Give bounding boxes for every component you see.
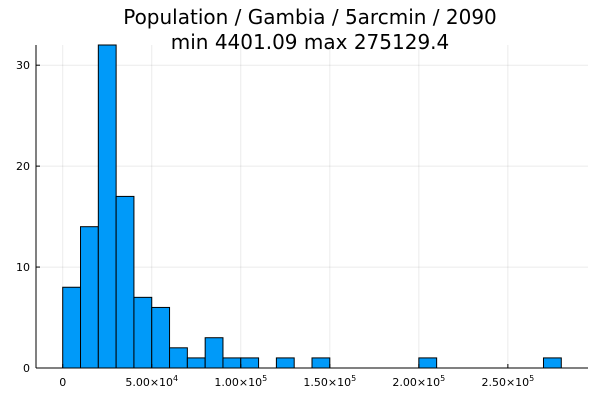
x-tick-exponent: 4 (173, 374, 178, 383)
x-tick-exponent: 5 (529, 374, 534, 383)
y-axis-ticks: 0 10 20 30 (16, 59, 40, 375)
x-tick-label: 5.00×104 (125, 374, 178, 389)
x-tick-exponent: 5 (351, 374, 356, 383)
histogram-bar (133, 296, 153, 369)
x-tick-label: 1.00×105 (214, 374, 267, 389)
histogram-bar (311, 357, 331, 369)
histogram-bar (97, 44, 117, 369)
y-tick-label: 10 (16, 261, 30, 274)
x-axis-ticks: 0 5.00×104 1.00×105 1.50×105 2.00×105 2.50×10… (59, 364, 534, 389)
chart-title-line-1: Population / Gambia / 5arcmin / 2090 (123, 5, 497, 29)
y-tick-label: 30 (16, 59, 30, 72)
x-tick-exponent: 5 (262, 374, 267, 383)
histogram-bars (62, 44, 562, 369)
histogram-bar (240, 357, 260, 369)
histogram-bar (151, 306, 171, 369)
y-tick-label: 20 (16, 160, 30, 173)
histogram-bar (222, 357, 242, 369)
histogram-bar (418, 357, 438, 369)
histogram-bar (542, 357, 562, 369)
x-tick-label: 2.00×105 (392, 374, 445, 389)
histogram-bar (62, 286, 82, 369)
y-tick-label: 0 (23, 362, 30, 375)
x-tick-exponent: 5 (440, 374, 445, 383)
histogram-bar (186, 357, 206, 369)
histogram-bar (204, 337, 224, 369)
x-tick-label: 1.50×105 (303, 374, 356, 389)
chart-title-line-2: min 4401.09 max 275129.4 (171, 30, 450, 54)
x-tick-label: 0 (59, 376, 66, 389)
x-tick-label: 2.50×105 (481, 374, 534, 389)
histogram-bar (80, 226, 99, 369)
histogram-bar (275, 357, 295, 369)
histogram-bar (115, 195, 135, 369)
histogram-bar (169, 347, 188, 369)
